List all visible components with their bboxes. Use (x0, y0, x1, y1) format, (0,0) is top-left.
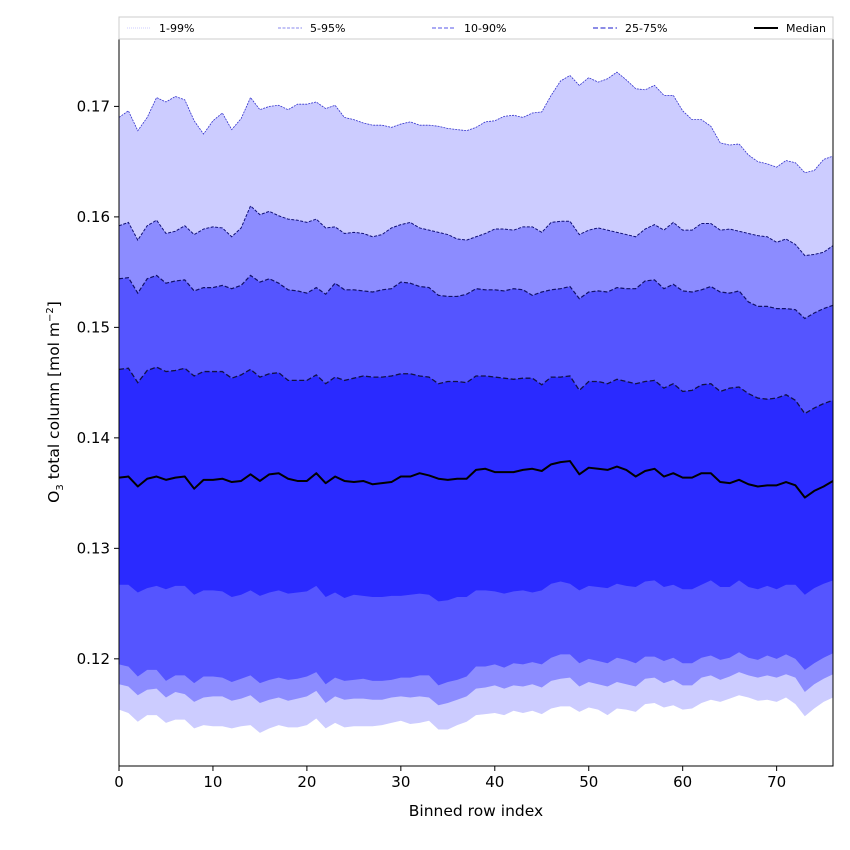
legend-box (118, 16, 834, 40)
legend-label: 1-99% (159, 22, 194, 35)
y-tick-label: 0.13 (77, 539, 110, 557)
edge-p99 (119, 71, 833, 174)
y-tick-label: 0.12 (77, 650, 110, 668)
y-label-superscript: −2 (45, 307, 56, 322)
x-tick-label: 10 (203, 773, 222, 791)
median-layer (119, 460, 833, 499)
x-tick-label: 60 (673, 773, 692, 791)
legend-label: 25-75% (625, 22, 667, 35)
percentile-bands (119, 72, 833, 733)
x-tick-label: 50 (579, 773, 598, 791)
y-label-main: O (45, 491, 63, 503)
x-axis: 0 10 20 30 40 50 60 70 (114, 766, 786, 791)
edge-p90 (119, 274, 833, 320)
edge-p95 (119, 204, 833, 257)
y-axis-label: O3 total column [mol m−2] (45, 301, 66, 503)
band-25-75 (119, 367, 833, 602)
x-tick-label: 0 (114, 773, 124, 791)
y-label-rest: total column [mol m (45, 322, 63, 484)
median-line (119, 460, 833, 499)
y-label-subscript: 3 (55, 484, 66, 490)
y-tick-label: 0.17 (77, 97, 110, 115)
legend: 1-99% 5-95% 10-90% 25-75% Median (118, 16, 834, 40)
legend-label: 10-90% (464, 22, 506, 35)
x-axis-label: Binned row index (409, 802, 543, 820)
y-axis: 0.12 0.13 0.14 0.15 0.16 0.17 (77, 97, 119, 668)
y-label-end: ] (45, 301, 63, 307)
y-tick-label: 0.15 (77, 318, 110, 336)
x-tick-label: 40 (485, 773, 504, 791)
y-tick-label: 0.16 (77, 208, 110, 226)
y-tick-label: 0.14 (77, 429, 110, 447)
x-tick-label: 30 (391, 773, 410, 791)
legend-label: 5-95% (310, 22, 345, 35)
legend-label: Median (786, 22, 826, 35)
x-tick-label: 20 (297, 773, 316, 791)
x-tick-label: 70 (767, 773, 786, 791)
edge-p75 (119, 366, 833, 415)
band-edge-lines (119, 71, 833, 415)
